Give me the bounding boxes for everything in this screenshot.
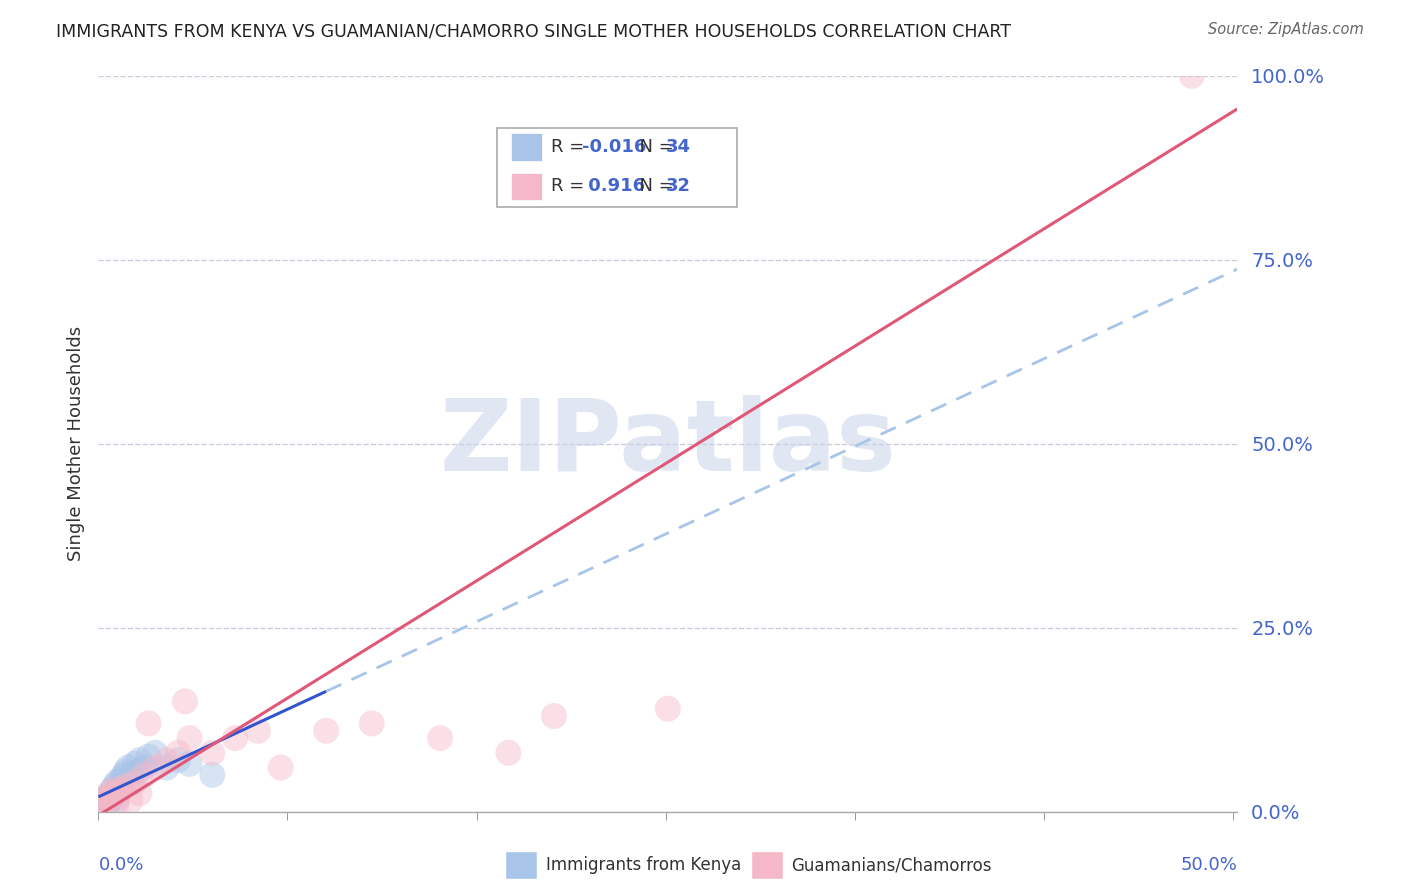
Point [201,746,224,760]
Point [101,790,124,805]
Point [98,794,121,808]
Point [498,746,520,760]
Point [110,772,132,786]
Point [121,775,143,789]
Point [110,782,132,797]
Point [1181,69,1204,83]
Point [101,782,124,797]
Point [105,775,128,789]
Point [91,794,114,808]
Point [167,746,190,760]
Point [315,723,337,738]
Point [103,786,125,800]
Text: 50.0%: 50.0% [1181,856,1237,874]
Point [110,782,132,797]
Point [179,756,201,771]
Point [108,779,131,793]
Point [120,794,142,808]
Text: R =: R = [551,178,589,195]
Point [138,716,160,731]
Point [174,694,197,708]
Point [94,796,117,810]
Point [156,760,179,774]
Point [105,794,128,808]
Point [145,746,167,760]
Point [138,749,160,764]
Point [101,786,124,800]
Text: Source: ZipAtlas.com: Source: ZipAtlas.com [1208,22,1364,37]
Point [90,801,112,815]
Text: IMMIGRANTS FROM KENYA VS GUAMANIAN/CHAMORRO SINGLE MOTHER HOUSEHOLDS CORRELATION: IMMIGRANTS FROM KENYA VS GUAMANIAN/CHAMO… [56,22,1011,40]
Point [201,768,224,782]
Text: N =: N = [628,137,679,155]
Point [112,768,135,782]
Point [94,791,117,805]
Point [179,731,201,746]
Point [167,753,190,767]
Point [127,764,149,779]
Point [114,779,136,793]
Text: 0.0%: 0.0% [98,856,143,874]
Point [246,723,269,738]
Point [156,753,179,767]
Point [132,760,155,774]
Point [91,797,114,812]
Point [270,760,292,774]
Point [91,797,114,812]
Point [145,760,167,774]
Point [90,798,112,813]
Point [117,760,139,774]
Point [224,731,246,746]
Point [98,786,121,800]
Text: -0.016: -0.016 [582,137,645,155]
Text: R =: R = [551,137,589,155]
Point [103,782,125,797]
Point [114,764,136,779]
Point [124,756,146,771]
Point [96,790,118,805]
Text: 34: 34 [666,137,690,155]
Point [132,768,155,782]
Point [96,790,118,805]
Text: Immigrants from Kenya: Immigrants from Kenya [546,856,741,874]
Point [120,768,142,782]
Point [128,786,150,800]
Text: 32: 32 [666,178,690,195]
Y-axis label: Single Mother Households: Single Mother Households [66,326,84,561]
Point [543,709,565,723]
Text: N =: N = [628,178,679,195]
Text: ZIPatlas: ZIPatlas [440,395,896,492]
Point [429,731,451,746]
Point [90,801,112,815]
Point [128,753,150,767]
Point [96,798,118,813]
Point [98,786,121,800]
Text: Guamanians/Chamorros: Guamanians/Chamorros [792,856,993,874]
Point [124,775,146,789]
Point [94,794,117,808]
Point [103,779,125,793]
Point [105,797,128,812]
Point [105,790,128,805]
Point [360,716,382,731]
Text: 0.916: 0.916 [582,178,645,195]
Point [657,701,679,715]
